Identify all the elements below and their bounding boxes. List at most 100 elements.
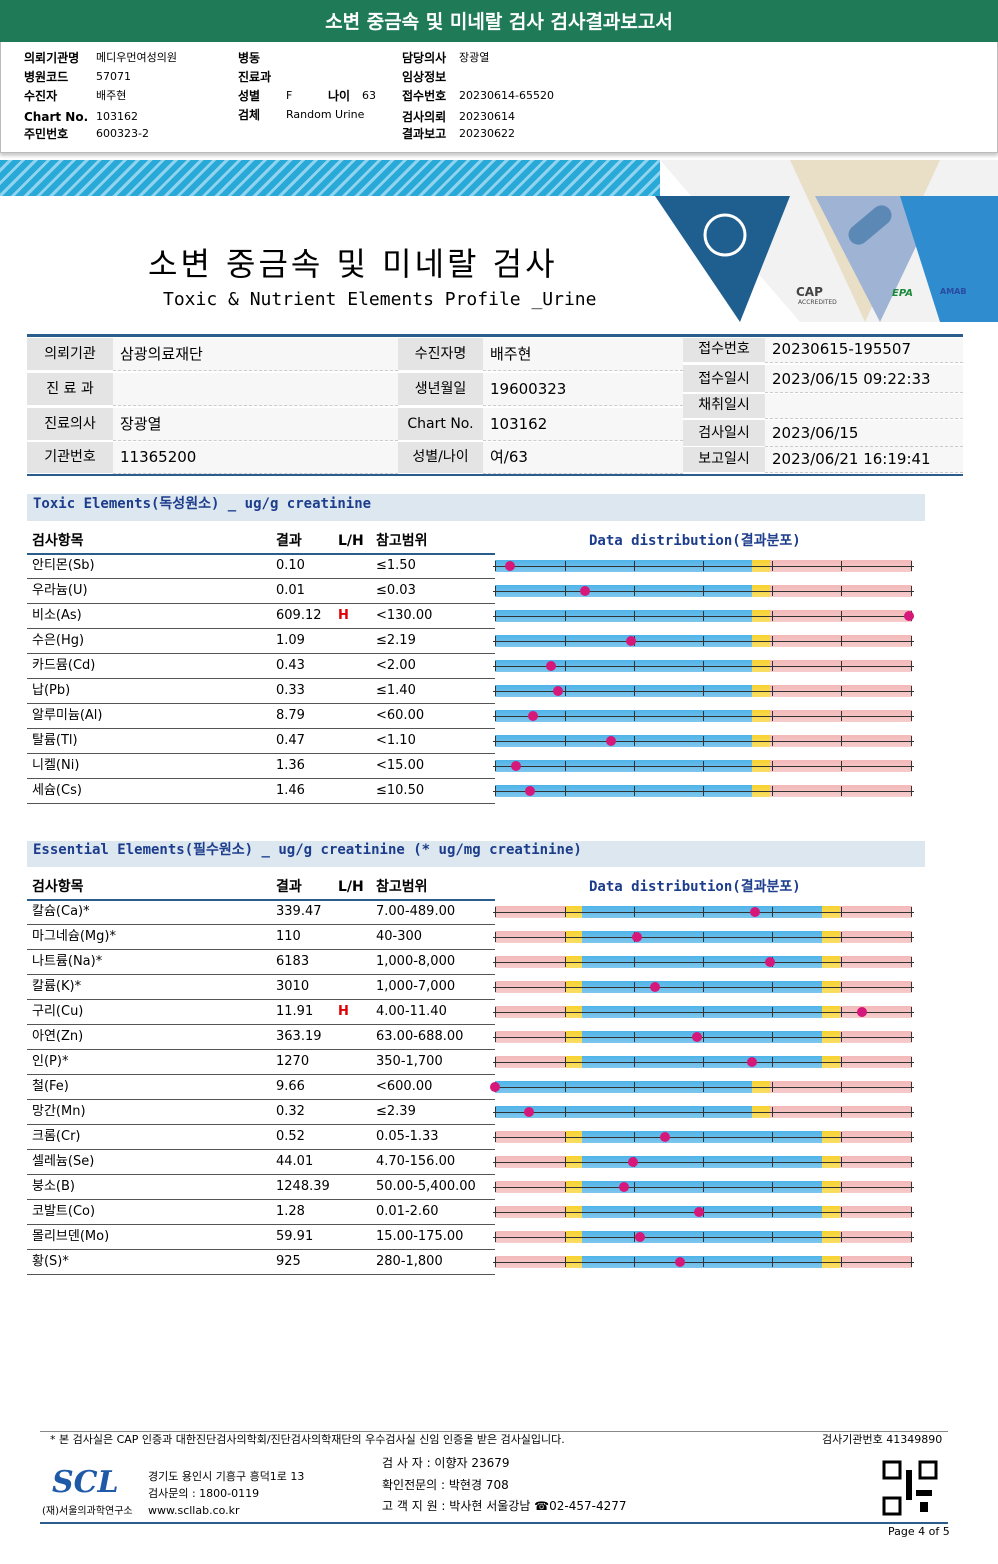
result-dot xyxy=(750,907,760,917)
order-value: 63 xyxy=(362,89,376,102)
distribution-tick xyxy=(634,1232,635,1242)
distribution-tick xyxy=(634,761,635,771)
distribution-tick xyxy=(772,1157,773,1167)
distribution-tick xyxy=(911,982,912,992)
patient-label: 수진자명 xyxy=(414,346,467,362)
row-rule xyxy=(27,1074,495,1075)
customer-support: 고 객 지 원 : 박사현 서울강남 ☎02-457-4277 xyxy=(382,1499,627,1513)
row-rule xyxy=(27,753,495,754)
patient-value-cell xyxy=(483,442,683,474)
test-result: 11.91 xyxy=(276,1004,314,1019)
distribution-tick xyxy=(703,1057,704,1067)
result-dot xyxy=(904,611,914,621)
patient-value-cell xyxy=(483,373,683,406)
qr-code xyxy=(882,1460,938,1516)
patient-label-cell xyxy=(27,408,113,441)
result-dot xyxy=(619,1182,629,1192)
result-dot xyxy=(626,636,636,646)
test-name: 카드뮴(Cd) xyxy=(32,658,96,673)
distribution-tick xyxy=(565,761,566,771)
row-rule xyxy=(27,1099,495,1100)
row-rule xyxy=(27,1049,495,1050)
patient-value-cell xyxy=(765,365,963,393)
patient-label: 접수번호 xyxy=(698,341,750,357)
distribution-tick xyxy=(841,982,842,992)
test-result: 6183 xyxy=(276,954,310,969)
distribution-tick xyxy=(772,1132,773,1142)
distribution-tick xyxy=(841,586,842,596)
distribution-tick xyxy=(634,1032,635,1042)
test-result: 0.52 xyxy=(276,1129,305,1144)
test-reference: <60.00 xyxy=(376,708,425,723)
essential-title-bg xyxy=(27,841,925,867)
distribution-tick xyxy=(772,661,773,671)
row-rule xyxy=(27,1124,495,1125)
distribution-tick xyxy=(772,982,773,992)
page-number: Page 4 of 5 xyxy=(888,1525,950,1538)
distribution-tick xyxy=(565,1157,566,1167)
order-label: 의뢰기관명 xyxy=(24,51,80,65)
result-dot xyxy=(635,1232,645,1242)
distribution-tick xyxy=(911,711,912,721)
header-bar xyxy=(0,0,998,42)
distribution-tick xyxy=(495,611,496,621)
website: www.scllab.co.kr xyxy=(148,1504,240,1517)
test-result: 1248.39 xyxy=(276,1179,330,1194)
distribution-tick xyxy=(634,982,635,992)
distribution-tick xyxy=(841,1182,842,1192)
test-result: 0.47 xyxy=(276,733,305,748)
result-dot xyxy=(505,561,515,571)
test-reference: 350-1,700 xyxy=(376,1054,443,1069)
tester: 검 사 자 : 이향자 23679 xyxy=(382,1456,510,1470)
distribution-tick xyxy=(495,1007,496,1017)
distribution-tick xyxy=(495,907,496,917)
patient-label: 의뢰기관 xyxy=(44,346,96,362)
distribution-tick xyxy=(703,711,704,721)
distribution-tick xyxy=(772,1107,773,1117)
distribution-tick xyxy=(772,1082,773,1092)
distribution-tick xyxy=(495,957,496,967)
patient-value: 2023/06/21 16:19:41 xyxy=(772,450,931,468)
distribution-tick xyxy=(565,1107,566,1117)
test-reference: 4.00-11.40 xyxy=(376,1004,447,1019)
patient-label-cell xyxy=(27,373,113,406)
test-reference: 0.01-2.60 xyxy=(376,1204,439,1219)
distribution-tick xyxy=(841,736,842,746)
patient-label-cell xyxy=(683,338,765,363)
test-reference: 50.00-5,400.00 xyxy=(376,1179,476,1194)
result-dot xyxy=(528,711,538,721)
organization: (재)서울의과학연구소 xyxy=(42,1506,133,1517)
distribution-tick xyxy=(703,982,704,992)
test-reference: ≤1.40 xyxy=(376,683,416,698)
footer-bottom-rule xyxy=(40,1522,948,1524)
distribution-tick xyxy=(841,1082,842,1092)
patient-value-cell xyxy=(113,442,398,474)
column-header: 결과 xyxy=(276,879,302,895)
distribution-tick xyxy=(911,586,912,596)
result-dot xyxy=(765,957,775,967)
distribution-tick xyxy=(841,1007,842,1017)
order-value: 20230614 xyxy=(459,110,515,123)
header-rule xyxy=(27,899,495,901)
test-reference: 7.00-489.00 xyxy=(376,904,456,919)
distribution-tick xyxy=(911,761,912,771)
test-name: 수은(Hg) xyxy=(32,633,85,648)
distribution-tick xyxy=(634,1132,635,1142)
distribution-tick xyxy=(634,786,635,796)
distribution-tick xyxy=(841,686,842,696)
test-reference: 63.00-688.00 xyxy=(376,1029,464,1044)
distribution-tick xyxy=(634,907,635,917)
patient-value: 19600323 xyxy=(490,380,567,398)
distribution-tick xyxy=(495,982,496,992)
distribution-tick xyxy=(911,1257,912,1267)
patient-label: 접수일시 xyxy=(698,371,750,387)
test-reference: 40-300 xyxy=(376,929,423,944)
distribution-tick xyxy=(841,932,842,942)
row-rule xyxy=(27,803,495,804)
distribution-tick xyxy=(565,786,566,796)
section-title: Toxic Elements(독성원소) _ ug/g creatinine xyxy=(33,496,372,512)
test-name: 인(P)* xyxy=(32,1054,69,1069)
distribution-tick xyxy=(841,1207,842,1217)
test-result: 0.33 xyxy=(276,683,305,698)
patient-value: 103162 xyxy=(490,415,548,433)
